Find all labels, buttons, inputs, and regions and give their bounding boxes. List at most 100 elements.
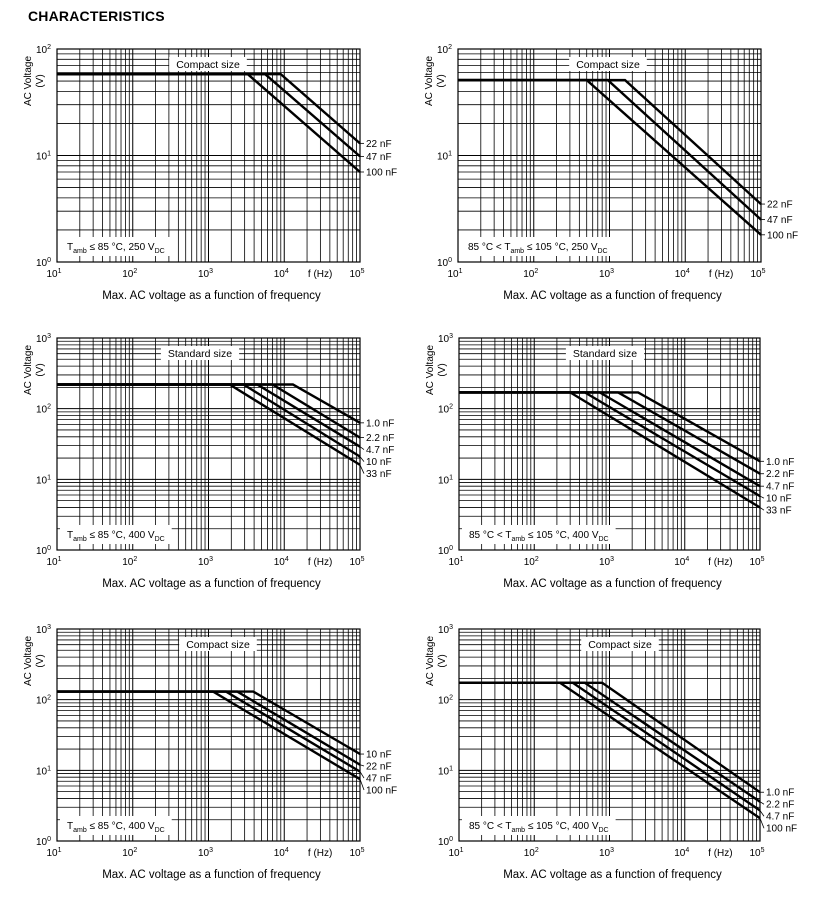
x-axis-label: f (Hz) [308, 557, 332, 568]
x-tick-label: 102 [122, 847, 137, 859]
tick-base: 10 [674, 848, 686, 859]
tick-base: 10 [448, 848, 460, 859]
y-axis-unit: (V) [437, 654, 448, 667]
series-label-leader [759, 810, 765, 817]
series-line [57, 690, 361, 781]
tick-base: 10 [447, 269, 459, 280]
y-axis-label: AC Voltage [425, 636, 436, 686]
title-box: Compact size [569, 57, 647, 71]
condition-box: Tamb ≤ 85 °C, 400 VDC [60, 816, 172, 835]
tick-base: 10 [599, 269, 611, 280]
tick-exponent: 4 [685, 847, 689, 854]
title-box: Compact size [169, 57, 247, 71]
tick-base: 10 [122, 557, 134, 568]
x-tick-label: 103 [198, 268, 213, 280]
y-tick-label: 101 [438, 765, 453, 777]
x-tick-label: 101 [448, 847, 463, 859]
tick-exponent: 2 [47, 404, 51, 411]
y-axis-label: AC Voltage [23, 345, 34, 395]
condition-text-part: ≤ 105 °C, 250 V [524, 242, 598, 253]
condition-text-part: ≤ 85 °C, 400 V [87, 821, 155, 832]
tick-base: 10 [274, 848, 286, 859]
tick-exponent: 5 [761, 847, 765, 854]
tick-exponent: 5 [361, 847, 365, 854]
plot-frame [458, 337, 761, 551]
tick-base: 10 [349, 848, 361, 859]
series-label: 2.2 nF [366, 433, 394, 444]
tick-base: 10 [36, 334, 48, 345]
condition-text: Tamb ≤ 85 °C, 250 VDC [67, 242, 165, 255]
series-label-leader [359, 764, 365, 767]
title-box-text: Compact size [588, 639, 652, 651]
tick-base: 10 [36, 475, 48, 486]
tick-exponent: 5 [361, 268, 365, 275]
x-tick-label: 103 [198, 847, 213, 859]
plot-frame [458, 628, 761, 842]
y-tick-label: 103 [438, 624, 453, 636]
y-axis-unit: (V) [35, 363, 46, 376]
grid [458, 338, 760, 551]
tick-exponent: 2 [47, 44, 51, 51]
condition-subscript: amb [73, 827, 87, 834]
series-label: 47 nF [366, 774, 392, 785]
tick-exponent: 0 [449, 836, 453, 843]
tick-base: 10 [36, 258, 48, 269]
x-tick-label: 103 [599, 268, 614, 280]
tick-exponent: 0 [47, 836, 51, 843]
tick-exponent: 3 [209, 556, 213, 563]
tick-base: 10 [599, 557, 611, 568]
x-tick-label: 105 [749, 556, 764, 568]
tick-base: 10 [198, 269, 210, 280]
tick-exponent: 2 [449, 404, 453, 411]
tick-exponent: 3 [449, 333, 453, 340]
x-tick-label: 104 [274, 556, 289, 568]
tick-exponent: 1 [449, 765, 453, 772]
y-tick-label: 100 [36, 545, 51, 557]
tick-base: 10 [524, 557, 536, 568]
y-tick-label: 102 [36, 404, 51, 416]
x-tick-label: 102 [524, 556, 539, 568]
tick-base: 10 [36, 696, 48, 707]
tick-base: 10 [438, 696, 450, 707]
tick-exponent: 1 [58, 847, 62, 854]
tick-exponent: 3 [209, 268, 213, 275]
tick-base: 10 [274, 269, 286, 280]
tick-exponent: 2 [133, 556, 137, 563]
grid [56, 338, 360, 551]
title-box: Standard size [160, 346, 240, 360]
title-box-background [169, 57, 247, 71]
tick-exponent: 1 [460, 556, 464, 563]
x-tick-label: 104 [274, 847, 289, 859]
tick-base: 10 [349, 269, 361, 280]
condition-box: Tamb ≤ 85 °C, 250 VDC [60, 237, 172, 256]
title-box-text: Compact size [576, 59, 640, 71]
y-tick-label: 100 [437, 257, 452, 269]
condition-text-part: 85 °C < T [469, 530, 511, 541]
grid [56, 49, 360, 263]
y-axis-unit: (V) [35, 74, 46, 87]
x-axis-label: f (Hz) [708, 848, 732, 859]
condition-text: 85 °C < Tamb ≤ 105 °C, 400 VDC [469, 821, 609, 834]
condition-text-part: T [67, 821, 73, 832]
tick-base: 10 [36, 546, 48, 557]
y-axis-label: AC Voltage [425, 345, 436, 395]
x-tick-label: 103 [198, 556, 213, 568]
tick-exponent: 4 [285, 268, 289, 275]
tick-base: 10 [36, 837, 48, 848]
tick-exponent: 0 [47, 545, 51, 552]
series-label: 4.7 nF [766, 812, 794, 823]
plot-frame [56, 337, 361, 551]
x-tick-label: 105 [349, 847, 364, 859]
title-box-background [179, 637, 257, 651]
series-line [459, 391, 761, 509]
tick-base: 10 [46, 557, 58, 568]
tick-base: 10 [523, 269, 535, 280]
x-tick-label: 103 [599, 847, 614, 859]
x-tick-label: 102 [122, 556, 137, 568]
condition-subscript: DC [598, 248, 608, 255]
tick-exponent: 1 [47, 474, 51, 481]
tick-exponent: 2 [448, 44, 452, 51]
